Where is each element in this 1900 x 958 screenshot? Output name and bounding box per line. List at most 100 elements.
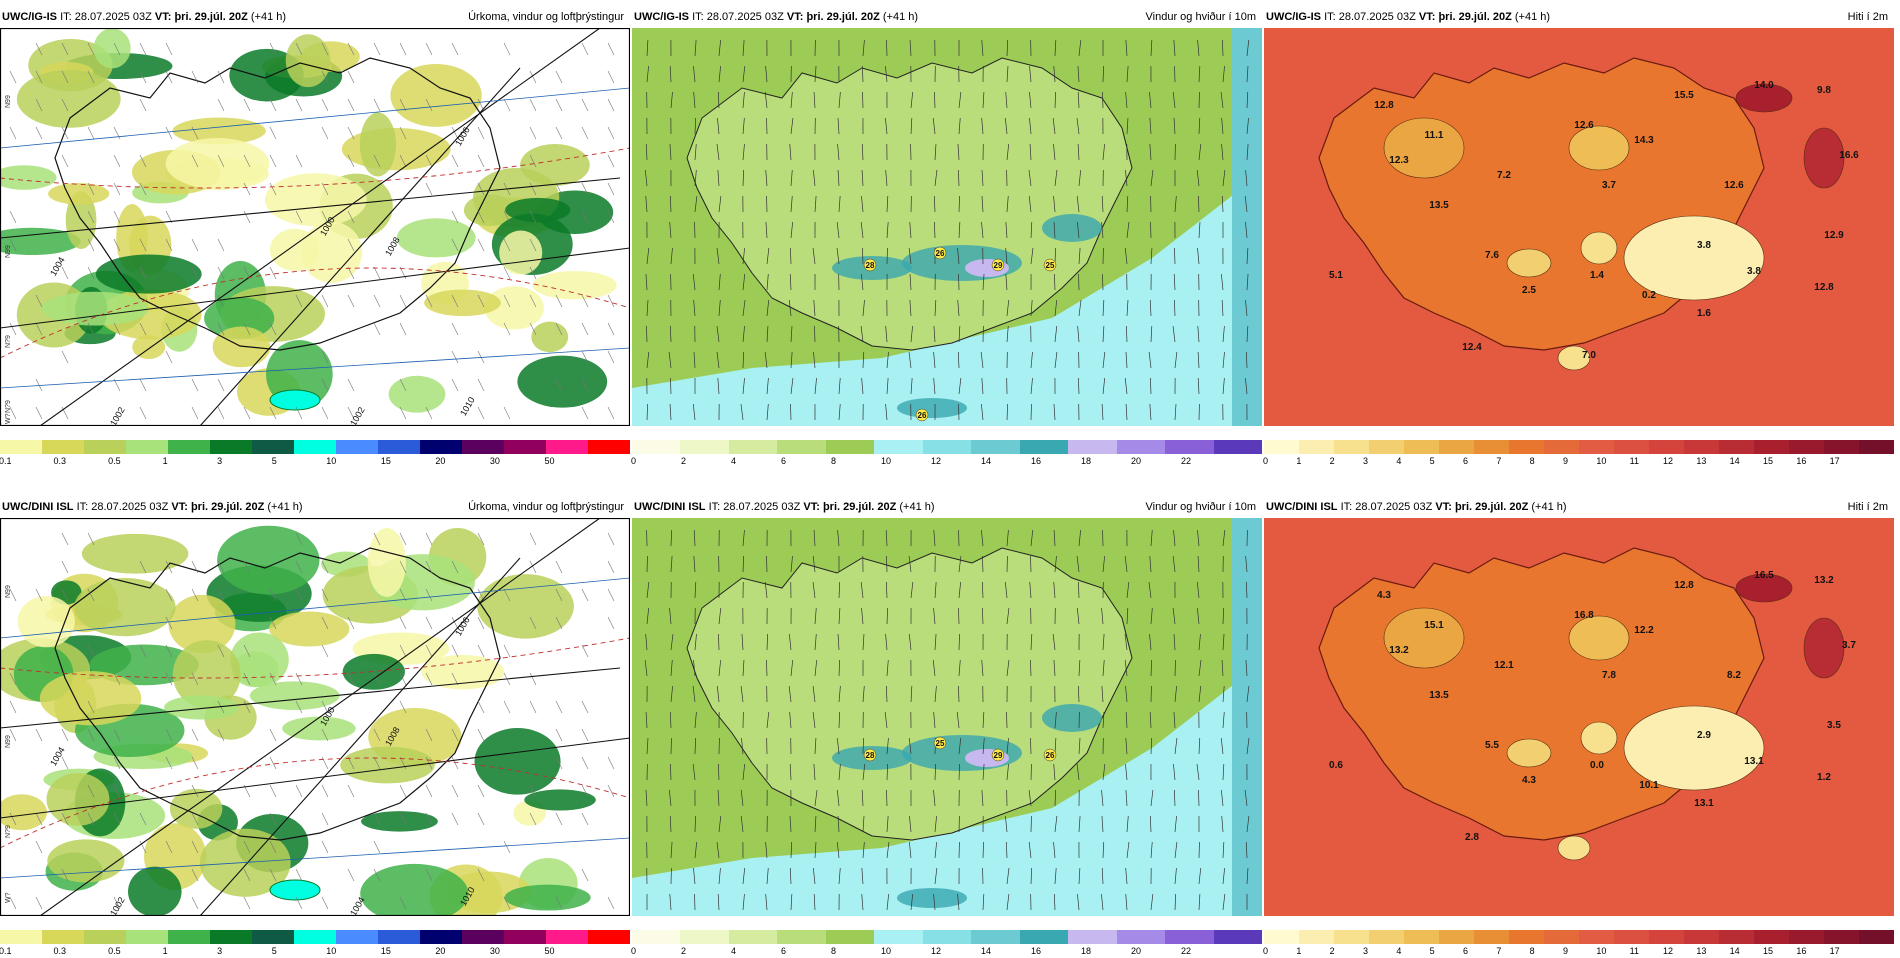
color-scale-tick: 5 bbox=[272, 456, 277, 466]
color-scale-tick: 14 bbox=[1730, 946, 1740, 956]
color-scale-tick: 14 bbox=[1730, 456, 1740, 466]
map-panel-temp: UWC/DINI ISL IT: 28.07.2025 03Z VT: þri.… bbox=[1264, 496, 1894, 956]
color-scale-cell bbox=[1789, 930, 1824, 944]
color-scale-cell bbox=[420, 930, 462, 944]
temp-contour bbox=[1581, 722, 1617, 754]
color-scale-tick: 2 bbox=[1330, 946, 1335, 956]
color-scale-tick: 17 bbox=[1830, 456, 1840, 466]
init-time: 28.07.2025 03Z bbox=[91, 501, 168, 513]
temp-contour bbox=[1581, 232, 1617, 264]
color-scale-cell bbox=[1264, 440, 1299, 454]
color-scale-cell bbox=[1020, 930, 1068, 944]
init-time: 28.07.2025 03Z bbox=[723, 501, 800, 513]
color-scale-cell bbox=[777, 930, 825, 944]
temp-value-label: 3.7 bbox=[1602, 180, 1616, 191]
precip-area bbox=[531, 322, 568, 353]
init-time-label: IT: bbox=[60, 11, 72, 23]
precip-area bbox=[94, 28, 131, 68]
model-name: UWC/IG-IS bbox=[1266, 11, 1321, 23]
color-scale-cell bbox=[462, 930, 504, 944]
color-scale-cell bbox=[210, 440, 252, 454]
precip-area bbox=[40, 671, 142, 725]
color-scale-cell bbox=[1214, 440, 1262, 454]
gust-value-label: 25 bbox=[1046, 261, 1055, 270]
color-scale-cells bbox=[632, 440, 1262, 454]
model-name: UWC/IG-IS bbox=[2, 11, 57, 23]
color-scale-tick: 30 bbox=[490, 946, 500, 956]
color-scale-cell bbox=[1544, 440, 1579, 454]
color-scale-tick: 0.5 bbox=[108, 456, 121, 466]
color-scale-cell bbox=[874, 440, 922, 454]
color-scale-tick: 6 bbox=[781, 946, 786, 956]
color-scale-tick: 22 bbox=[1181, 456, 1191, 466]
temp-value-label: 14.0 bbox=[1754, 80, 1774, 91]
color-scale-tick: 0.3 bbox=[54, 946, 67, 956]
color-scale-cell bbox=[546, 930, 588, 944]
color-scale-cell bbox=[729, 440, 777, 454]
color-scale-cell bbox=[0, 930, 42, 944]
temp-value-label: 13.5 bbox=[1429, 690, 1449, 701]
color-scale-cell bbox=[546, 440, 588, 454]
panel-title: Vindur og hviður í 10m bbox=[1146, 496, 1256, 518]
color-scale-cell bbox=[1068, 440, 1116, 454]
temp-value-label: 13.1 bbox=[1744, 756, 1764, 767]
color-scale-cell bbox=[504, 440, 546, 454]
color-scale-cell bbox=[1369, 930, 1404, 944]
temp-value-label: 4.3 bbox=[1522, 775, 1536, 786]
color-scale-cells bbox=[1264, 440, 1894, 454]
precip-area bbox=[390, 64, 481, 127]
color-scale-cell bbox=[1404, 930, 1439, 944]
color-scale-tick: 14 bbox=[981, 456, 991, 466]
model-name: UWC/DINI ISL bbox=[634, 501, 706, 513]
valid-time: þri. 29.júl. 20Z bbox=[1438, 11, 1511, 23]
color-scale-cell bbox=[420, 440, 462, 454]
temp-contour bbox=[1558, 836, 1590, 860]
temp-contour bbox=[1507, 739, 1551, 767]
color-scale-cell bbox=[0, 440, 42, 454]
gust-value-label: 28 bbox=[866, 261, 875, 270]
temp-value-label: 7.0 bbox=[1582, 350, 1596, 361]
color-scale-tick: 0 bbox=[631, 946, 636, 956]
precip-area bbox=[17, 70, 121, 128]
precip-area bbox=[505, 198, 570, 222]
temp-contour bbox=[1804, 128, 1844, 188]
gust-value-label: 29 bbox=[994, 751, 1003, 760]
map-panel-precip: UWC/IG-IS IT: 28.07.2025 03Z VT: þri. 29… bbox=[0, 6, 630, 466]
color-scale-cell bbox=[126, 930, 168, 944]
color-scale-tick: 10 bbox=[326, 946, 336, 956]
color-scale-cell bbox=[1614, 440, 1649, 454]
temp-value-label: 3.8 bbox=[1747, 266, 1761, 277]
temp-value-label: 13.2 bbox=[1814, 575, 1834, 586]
color-scale-cell bbox=[1334, 930, 1369, 944]
model-name: UWC/DINI ISL bbox=[2, 501, 74, 513]
temp-value-label: 4.3 bbox=[1377, 590, 1391, 601]
color-scale-cell bbox=[1117, 440, 1165, 454]
gust-value-label: 26 bbox=[1046, 751, 1055, 760]
temp-value-label: 10.1 bbox=[1639, 780, 1659, 791]
color-scale-cell bbox=[680, 930, 728, 944]
color-scale-cell bbox=[729, 930, 777, 944]
color-scale-tick: 50 bbox=[544, 456, 554, 466]
precip-area bbox=[269, 612, 349, 647]
color-scale-tick: 0.1 bbox=[0, 946, 12, 956]
color-scale-tick: 2 bbox=[681, 946, 686, 956]
graticule-label: N99 bbox=[5, 585, 12, 598]
color-scale-cell bbox=[1214, 930, 1262, 944]
color-scale-cell bbox=[1859, 930, 1894, 944]
color-scale-tick: 4 bbox=[731, 456, 736, 466]
temp-value-label: 2.5 bbox=[1522, 285, 1536, 296]
model-name: UWC/IG-IS bbox=[634, 11, 689, 23]
color-scale-tick: 20 bbox=[1131, 456, 1141, 466]
color-scale-cell bbox=[1509, 930, 1544, 944]
init-time: 28.07.2025 03Z bbox=[1339, 11, 1416, 23]
color-scale-cell bbox=[1579, 440, 1614, 454]
init-time: 28.07.2025 03Z bbox=[707, 11, 784, 23]
valid-time-label: VT: bbox=[171, 501, 188, 513]
color-scale-tick: 0 bbox=[631, 456, 636, 466]
map-panel-wind: UWC/DINI ISL IT: 28.07.2025 03Z VT: þri.… bbox=[632, 496, 1262, 956]
color-scale-tick: 6 bbox=[781, 456, 786, 466]
color-scale-cell bbox=[826, 930, 874, 944]
